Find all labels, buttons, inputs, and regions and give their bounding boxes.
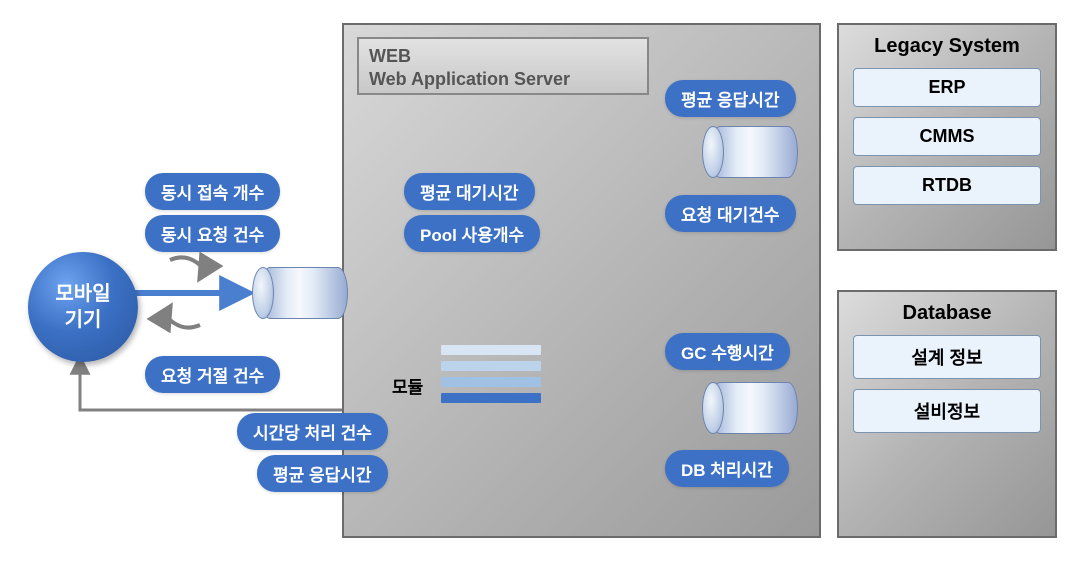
module-layer-3: [441, 393, 541, 403]
web-server-title-line2: Web Application Server: [369, 68, 637, 91]
mobile-device-label: 모바일기기: [55, 281, 110, 333]
module-layer-2: [441, 377, 541, 387]
database-box: Database 설계 정보설비정보: [837, 290, 1057, 538]
module-stack: [441, 345, 541, 409]
metric-pool_usage: Pool 사용개수: [404, 215, 540, 252]
metric-per_hour: 시간당 처리 건수: [237, 413, 388, 450]
metric-db_time: DB 처리시간: [665, 450, 789, 487]
db-queue-cylinder: [702, 382, 798, 434]
metric-reject_req: 요청 거절 건수: [145, 356, 280, 393]
mobile-device-node: 모바일기기: [28, 252, 138, 362]
legacy-item-2: RTDB: [853, 166, 1041, 205]
legacy-item-1: CMMS: [853, 117, 1041, 156]
web-server-title-line1: WEB: [369, 45, 637, 68]
arrow-curve_top: [170, 257, 202, 278]
metric-concurrent_req: 동시 요청 건수: [145, 215, 280, 252]
legacy-queue-cylinder: [702, 126, 798, 178]
metric-avg_wait: 평균 대기시간: [404, 173, 535, 210]
arrow-curve_bot: [168, 307, 200, 328]
legacy-system-title: Legacy System: [853, 35, 1041, 58]
module-layer-0: [441, 345, 541, 355]
module-label: 모듈: [392, 373, 423, 398]
database-item-1: 설비정보: [853, 389, 1041, 433]
web-server-title: WEB Web Application Server: [357, 37, 649, 95]
database-title: Database: [853, 302, 1041, 325]
metric-avg_resp_bottom: 평균 응답시간: [257, 455, 388, 492]
legacy-system-box: Legacy System ERP CMMS RTDB: [837, 23, 1057, 251]
module-layer-1: [441, 361, 541, 371]
metric-req_wait: 요청 대기건수: [665, 195, 796, 232]
database-item-0: 설계 정보: [853, 335, 1041, 379]
metric-avg_resp_top: 평균 응답시간: [665, 80, 796, 117]
metric-concurrent_conn: 동시 접속 개수: [145, 173, 280, 210]
request-queue-cylinder: [252, 267, 348, 319]
legacy-item-0: ERP: [853, 68, 1041, 107]
metric-gc_time: GC 수행시간: [665, 333, 790, 370]
